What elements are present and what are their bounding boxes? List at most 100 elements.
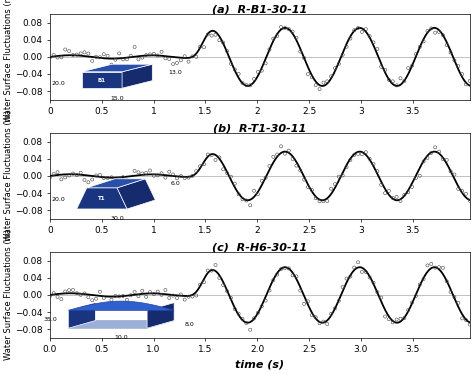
Point bbox=[358, 269, 366, 275]
Point bbox=[111, 293, 119, 299]
Point bbox=[111, 177, 119, 183]
Point bbox=[270, 277, 277, 283]
Point bbox=[77, 50, 84, 56]
Point bbox=[424, 155, 431, 161]
Point bbox=[323, 79, 331, 85]
Point bbox=[81, 291, 88, 297]
Point bbox=[196, 163, 204, 169]
Point bbox=[223, 170, 231, 176]
Point bbox=[254, 191, 262, 197]
Point bbox=[204, 267, 211, 273]
Point bbox=[181, 53, 189, 59]
Point bbox=[73, 52, 81, 58]
Point bbox=[301, 301, 308, 307]
Point bbox=[408, 63, 416, 69]
Point bbox=[243, 197, 250, 203]
Point bbox=[343, 164, 350, 170]
Point bbox=[100, 295, 108, 301]
Point bbox=[328, 186, 335, 192]
Point bbox=[335, 174, 343, 180]
Point bbox=[439, 32, 447, 38]
Point bbox=[200, 44, 208, 50]
Point bbox=[169, 172, 177, 178]
Point bbox=[362, 149, 370, 155]
Point bbox=[285, 148, 292, 154]
Point bbox=[69, 287, 77, 293]
Point bbox=[258, 178, 265, 184]
Point bbox=[466, 78, 474, 84]
Point bbox=[69, 52, 77, 58]
Point bbox=[277, 266, 285, 272]
Point bbox=[212, 32, 219, 38]
Point bbox=[301, 177, 308, 183]
Point bbox=[281, 265, 289, 271]
Point bbox=[165, 56, 173, 62]
Point bbox=[366, 275, 374, 280]
Point bbox=[50, 290, 57, 296]
Point bbox=[312, 82, 319, 88]
Point bbox=[123, 56, 131, 62]
Point bbox=[331, 181, 339, 187]
Point bbox=[319, 198, 327, 204]
Point bbox=[447, 289, 455, 295]
Point bbox=[466, 322, 474, 328]
Point bbox=[246, 327, 254, 333]
Point bbox=[46, 293, 54, 299]
Point bbox=[316, 320, 323, 326]
Point bbox=[412, 175, 419, 181]
Point bbox=[397, 316, 404, 322]
Point bbox=[370, 39, 377, 45]
Point bbox=[227, 61, 235, 67]
Point bbox=[158, 292, 165, 298]
Point bbox=[297, 288, 304, 294]
Point bbox=[389, 195, 397, 201]
Point bbox=[458, 188, 466, 194]
Point bbox=[416, 173, 424, 179]
Point bbox=[177, 173, 185, 179]
Title: (c)  R-H6-30-11: (c) R-H6-30-11 bbox=[212, 242, 307, 252]
Point bbox=[346, 157, 354, 163]
Point bbox=[404, 189, 412, 195]
Point bbox=[412, 293, 419, 299]
Point bbox=[154, 172, 162, 178]
Point bbox=[231, 181, 238, 187]
Point bbox=[62, 288, 69, 294]
Point bbox=[273, 151, 281, 157]
Point bbox=[265, 46, 273, 52]
Point bbox=[424, 263, 431, 269]
Point bbox=[77, 292, 84, 298]
Point bbox=[428, 25, 435, 31]
Point bbox=[119, 293, 127, 299]
Point bbox=[358, 151, 366, 157]
Point bbox=[135, 169, 142, 175]
Point bbox=[462, 82, 470, 88]
Point bbox=[346, 273, 354, 279]
Point bbox=[462, 191, 470, 197]
Point bbox=[262, 298, 269, 304]
Point bbox=[150, 51, 158, 57]
Point bbox=[216, 275, 223, 281]
Point bbox=[370, 280, 377, 286]
Point bbox=[208, 267, 216, 273]
Point bbox=[131, 289, 138, 295]
Point bbox=[192, 168, 200, 174]
Point bbox=[385, 316, 392, 322]
Point bbox=[50, 52, 57, 58]
Point bbox=[89, 58, 96, 64]
Point bbox=[428, 150, 435, 156]
Point bbox=[374, 168, 381, 174]
Point bbox=[339, 172, 346, 178]
Point bbox=[431, 265, 439, 271]
Point bbox=[69, 171, 77, 177]
Point bbox=[196, 44, 204, 50]
Point bbox=[328, 73, 335, 79]
Point bbox=[439, 156, 447, 162]
Point bbox=[212, 157, 219, 163]
Point bbox=[401, 78, 408, 84]
Point bbox=[262, 60, 269, 66]
Point bbox=[358, 29, 366, 35]
Point bbox=[408, 300, 416, 306]
Point bbox=[216, 37, 223, 43]
Point bbox=[323, 321, 331, 327]
Point bbox=[189, 53, 196, 59]
